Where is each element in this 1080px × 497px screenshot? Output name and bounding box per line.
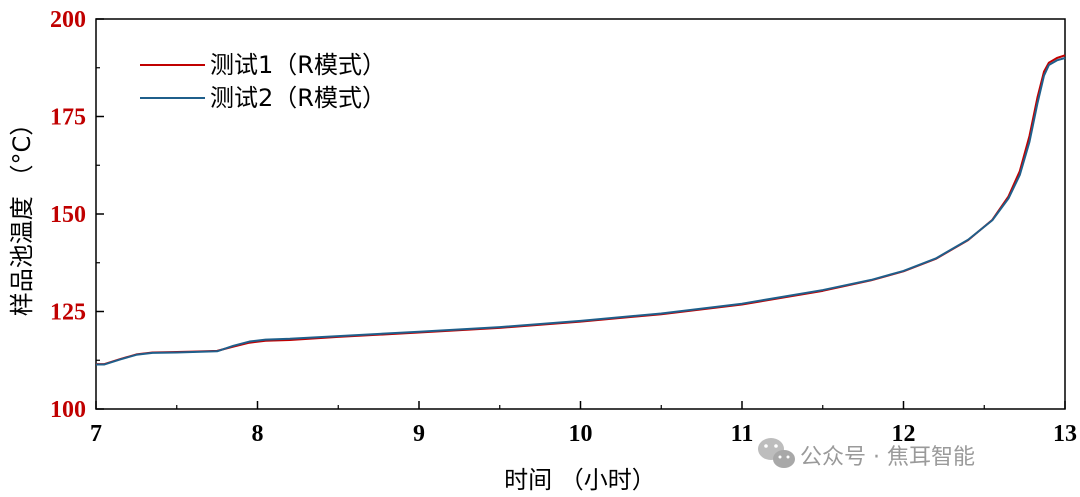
x-tick-label: 8 — [252, 421, 264, 447]
series-line-2 — [96, 57, 1066, 366]
y-tick-label: 100 — [50, 397, 86, 423]
x-axis-title: 时间 （小时） — [504, 466, 656, 494]
x-tick-label: 7 — [90, 421, 102, 447]
y-tick-label: 200 — [50, 7, 86, 33]
series-lines — [96, 54, 1066, 366]
y-tick-label: 125 — [50, 300, 86, 326]
x-tick-label: 11 — [731, 421, 754, 447]
x-tick-label: 12 — [892, 421, 916, 447]
y-tick-label: 175 — [50, 105, 86, 131]
x-tick-label: 9 — [413, 421, 425, 447]
y-tick-label: 150 — [50, 202, 86, 228]
x-tick-label: 13 — [1053, 421, 1077, 447]
x-tick-label: 10 — [569, 421, 593, 447]
watermark-text: 公众号 · 焦耳智能 — [800, 445, 975, 470]
axis-ticks: 7 8 9 10 11 12 13 100 125 150 175 200 — [50, 7, 1077, 447]
legend: 测试1（R模式） 测试2（R模式） — [140, 51, 386, 112]
y-axis-title: 样品池温度 （°C） — [8, 112, 36, 316]
legend-label-test1: 测试1（R模式） — [210, 51, 386, 79]
watermark: 公众号 · 焦耳智能 — [758, 438, 975, 470]
wechat-icon — [758, 438, 795, 468]
legend-label-test2: 测试2（R模式） — [210, 84, 386, 112]
